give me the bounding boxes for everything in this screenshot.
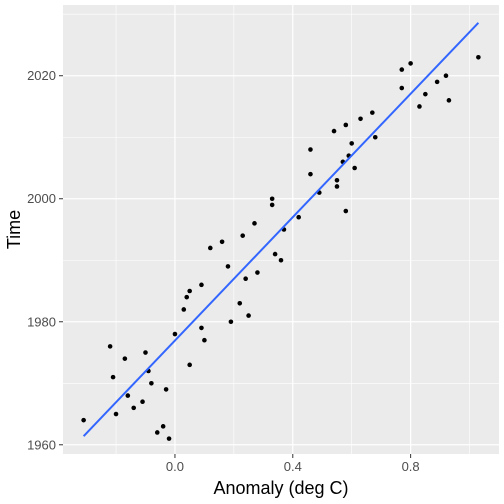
- data-point: [149, 380, 154, 386]
- x-tick-label: 0.0: [166, 459, 184, 474]
- data-point: [219, 239, 225, 245]
- data-point: [163, 387, 169, 392]
- data-point: [172, 331, 178, 337]
- data-point: [237, 301, 243, 306]
- data-point: [334, 184, 340, 189]
- data-point: [272, 251, 278, 257]
- data-point: [228, 319, 234, 325]
- data-point: [166, 436, 172, 441]
- data-point: [110, 374, 116, 380]
- data-point: [308, 147, 313, 152]
- data-point: [187, 288, 192, 294]
- data-point: [122, 356, 128, 361]
- x-tick-label: 0.4: [284, 459, 302, 474]
- fit-line-group: [82, 22, 480, 437]
- data-point: [255, 270, 260, 275]
- data-point: [199, 325, 204, 331]
- data-point: [269, 196, 275, 202]
- major-gridlines: [63, 5, 499, 454]
- data-point: [202, 337, 207, 343]
- data-point: [187, 362, 192, 368]
- data-point: [199, 282, 204, 288]
- y-tick-label: 2020: [27, 68, 56, 83]
- data-point: [143, 350, 148, 355]
- data-point: [246, 313, 251, 318]
- data-point: [243, 276, 248, 282]
- fit-line: [82, 22, 480, 437]
- data-point: [370, 110, 375, 115]
- data-point: [408, 61, 413, 66]
- data-point: [240, 233, 246, 238]
- data-point: [446, 98, 452, 103]
- x-tick-label: 0.8: [402, 459, 420, 474]
- data-point: [160, 424, 166, 429]
- data-point: [358, 116, 363, 122]
- data-point: [399, 67, 405, 72]
- data-point: [308, 171, 313, 177]
- data-point: [81, 417, 86, 423]
- data-point: [417, 104, 422, 109]
- data-point: [154, 430, 160, 435]
- y-tick-label: 2000: [27, 191, 56, 206]
- data-point: [207, 245, 213, 251]
- data-point: [181, 307, 187, 312]
- data-point: [225, 264, 231, 269]
- y-tick-label: 1960: [27, 437, 56, 452]
- data-point: [278, 257, 284, 263]
- y-tick-label: 1980: [27, 314, 56, 329]
- y-tick-labels: 1960 1980 2000 2020: [27, 68, 56, 452]
- data-point: [443, 73, 449, 79]
- data-point: [331, 128, 337, 134]
- data-point: [113, 411, 119, 417]
- x-tick-labels: 0.0 0.4 0.8: [166, 459, 420, 474]
- data-point: [131, 405, 137, 411]
- data-point: [343, 208, 349, 214]
- data-point: [296, 214, 301, 220]
- y-axis-title: Time: [4, 210, 24, 249]
- data-point: [184, 294, 190, 300]
- data-point: [334, 177, 340, 183]
- data-point: [476, 54, 481, 60]
- data-point: [140, 399, 145, 405]
- data-point: [252, 221, 257, 226]
- axis-ticks: [59, 75, 412, 458]
- data-point: [372, 134, 378, 140]
- data-point: [269, 202, 275, 208]
- data-points: [81, 54, 481, 441]
- data-point: [107, 344, 113, 349]
- data-point: [125, 393, 131, 398]
- data-point: [423, 91, 428, 97]
- data-point: [343, 122, 349, 128]
- x-axis-title: Anomaly (deg C): [213, 478, 348, 498]
- data-point: [352, 165, 357, 171]
- data-point: [399, 85, 405, 91]
- data-point: [434, 79, 440, 85]
- data-point: [349, 141, 355, 146]
